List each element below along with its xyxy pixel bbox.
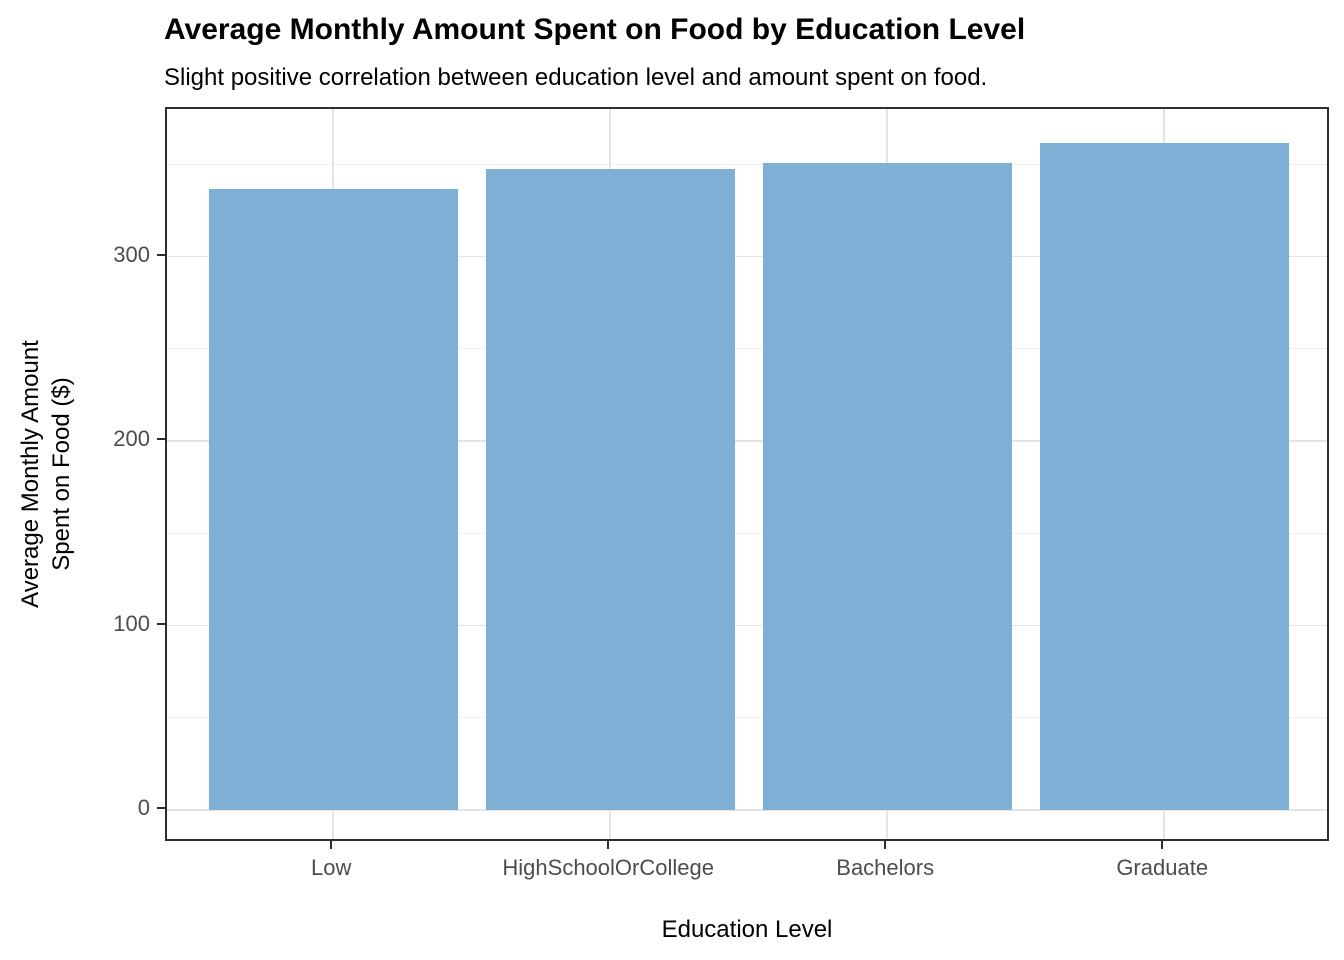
y-tick-label: 200 — [113, 426, 150, 452]
chart-subtitle: Slight positive correlation between educ… — [164, 64, 988, 91]
bar-bachelors — [762, 162, 1012, 810]
major-gridline — [167, 809, 1327, 811]
minor-gridline — [167, 717, 1327, 719]
x-tick-label: Low — [311, 855, 352, 880]
x-axis-tick — [1161, 841, 1164, 849]
major-gridline — [167, 255, 1327, 258]
y-axis-tick — [157, 622, 165, 625]
x-axis-tick — [884, 841, 887, 849]
y-tick-label: 100 — [113, 610, 150, 636]
y-axis-tick — [157, 807, 165, 809]
y-tick-label: 0 — [137, 795, 150, 820]
minor-gridline — [167, 532, 1327, 534]
chart-title: Average Monthly Amount Spent on Food by … — [164, 13, 1026, 46]
x-tick-label: HighSchoolOrCollege — [502, 855, 714, 880]
y-axis-title-line-2: Spent on Food ($) — [48, 377, 75, 571]
y-axis-tick — [157, 253, 165, 256]
x-tick-label: Graduate — [1116, 855, 1209, 880]
minor-gridline — [167, 348, 1327, 350]
y-axis-title: Average Monthly Amount Spent on Food ($) — [15, 340, 77, 608]
x-axis-tick — [607, 841, 610, 849]
y-tick-label: 300 — [113, 241, 150, 267]
x-axis-title: Education Level — [661, 916, 833, 943]
bar-low — [208, 189, 458, 810]
y-axis-tick — [157, 438, 165, 441]
bar-graduate — [1039, 143, 1289, 810]
plot-panel — [165, 107, 1329, 841]
major-gridline — [167, 624, 1327, 627]
x-axis-tick — [330, 841, 333, 849]
bar-highschoolorcollege — [485, 168, 735, 810]
x-tick-label: Bachelors — [836, 855, 935, 880]
minor-gridline — [167, 163, 1327, 165]
major-gridline — [167, 440, 1327, 442]
y-axis-title-line-1: Average Monthly Amount — [17, 340, 44, 608]
